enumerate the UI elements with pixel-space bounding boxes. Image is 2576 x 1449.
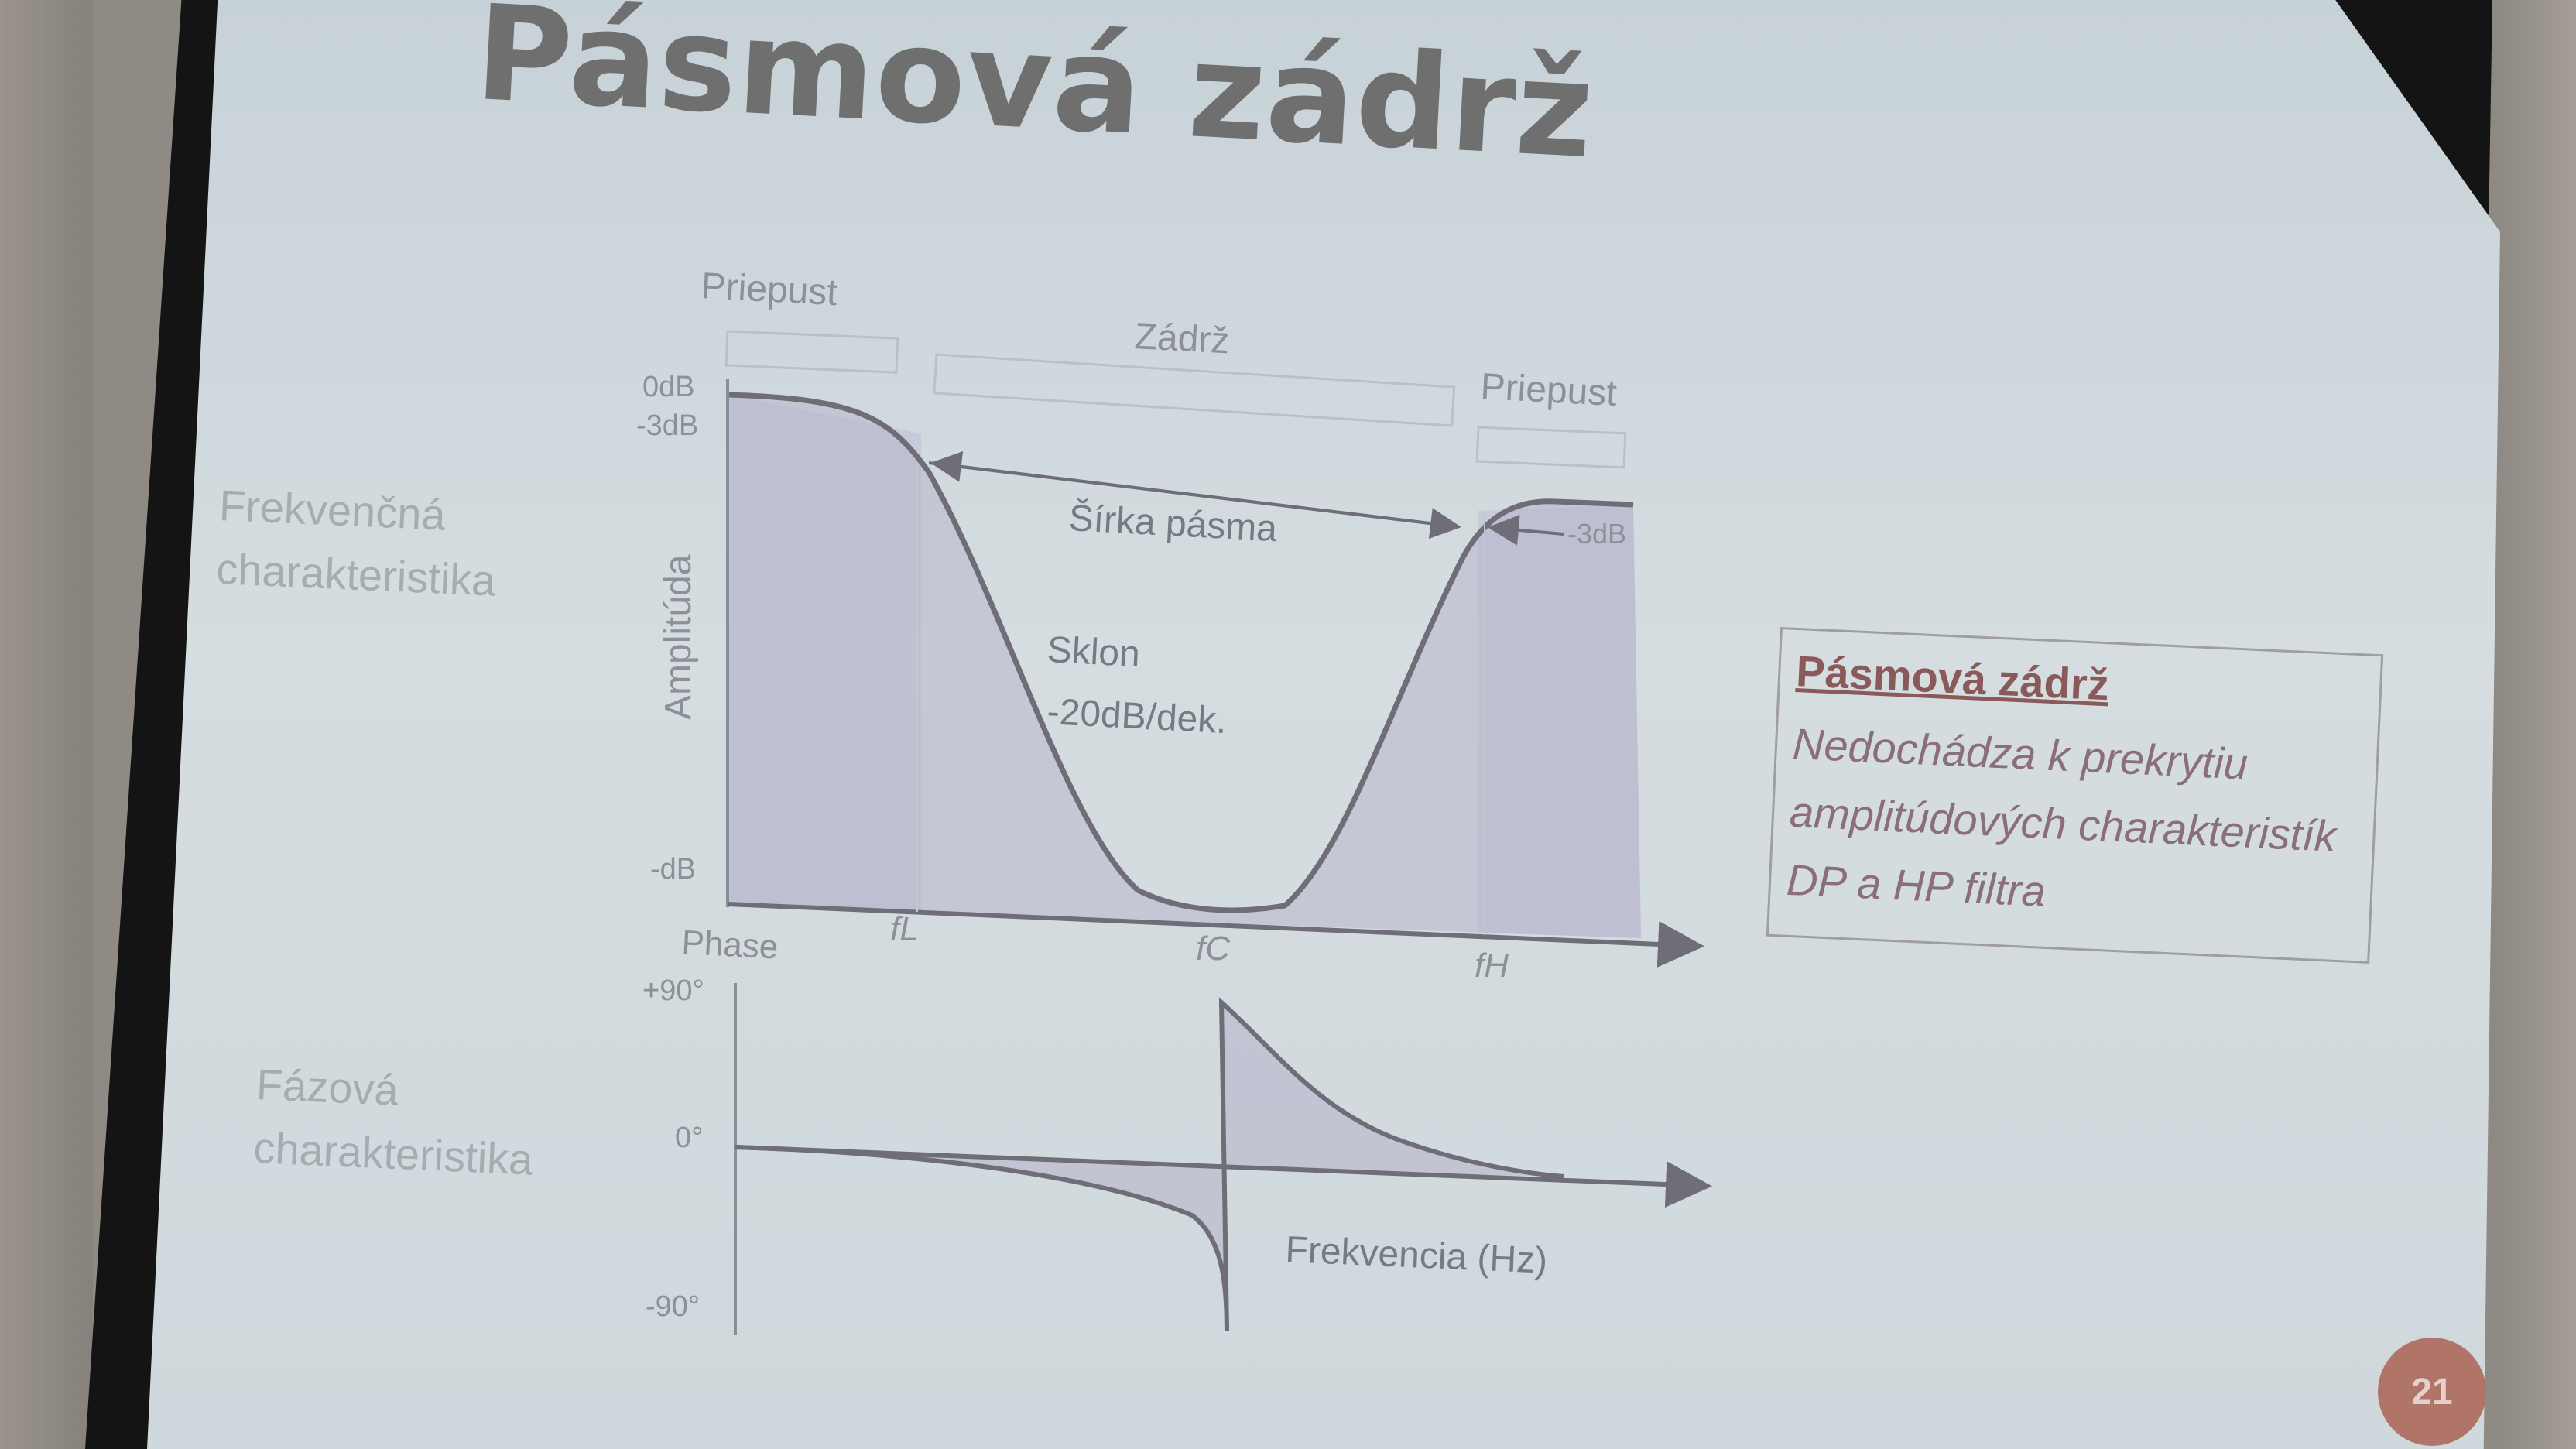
tick-minus90: -90° (646, 1290, 700, 1323)
passband-right-bar (1475, 426, 1627, 469)
info-box-text: Nedochádza k prekrytiu amplitúdových cha… (1785, 718, 2338, 916)
tick-0db: 0dB (642, 371, 695, 403)
passband-left-shade (728, 395, 921, 912)
slope-label-line1: Sklon (1046, 629, 1141, 675)
f-high-label: fH (1475, 947, 1509, 985)
passband-left-bar (724, 330, 899, 374)
passband-right-label: Priepust (1479, 366, 1618, 414)
tick-minus-db: -dB (650, 853, 696, 886)
tick-plus90: +90° (642, 975, 704, 1007)
phase-chart (734, 983, 1712, 1335)
phase-negative-lobe (735, 1147, 1227, 1331)
passband-left-label: Priepust (700, 265, 838, 313)
phase-positive-lobe (1221, 1002, 1564, 1177)
slope-label-line2: -20dB/dek. (1046, 691, 1228, 742)
page-number-badge: 21 (2378, 1338, 2486, 1446)
phase-curve (735, 997, 1564, 1332)
wall-left (0, 0, 93, 1449)
tick-0deg: 0° (675, 1122, 703, 1154)
info-box-title: Pásmová zádrž (1795, 646, 2111, 710)
phase-axis-label: Phase (680, 923, 779, 966)
bandwidth-label: Šírka pásma (1067, 497, 1278, 550)
stopband-label: Zádrž (1133, 316, 1230, 361)
phase-x-axis (735, 1145, 1712, 1208)
projected-slide: Pásmová zádrž (147, 0, 2500, 1449)
bandwidth-arrow-back (930, 450, 1456, 528)
amplitude-chart (724, 330, 1704, 968)
minus3db-marker-label: -3dB (1567, 518, 1626, 550)
amplitude-curve (727, 392, 1634, 913)
f-low-label: fL (890, 910, 919, 948)
stopband-bar (933, 353, 1456, 427)
amplitude-axis-label: Amplitúda (658, 554, 699, 720)
f-center-label: fC (1196, 930, 1231, 968)
passband-right-shade (1478, 505, 1641, 938)
wall-right (2491, 0, 2576, 1449)
info-box: Pásmová zádrž Nedochádza k prekrytiu amp… (1766, 627, 2384, 964)
minus3db-marker-arrow (1488, 514, 1564, 546)
amplitude-x-axis (727, 902, 1704, 968)
frequency-axis-label: Frekvencia (Hz) (1285, 1229, 1549, 1282)
tick-minus3db: -3dB (636, 409, 698, 442)
